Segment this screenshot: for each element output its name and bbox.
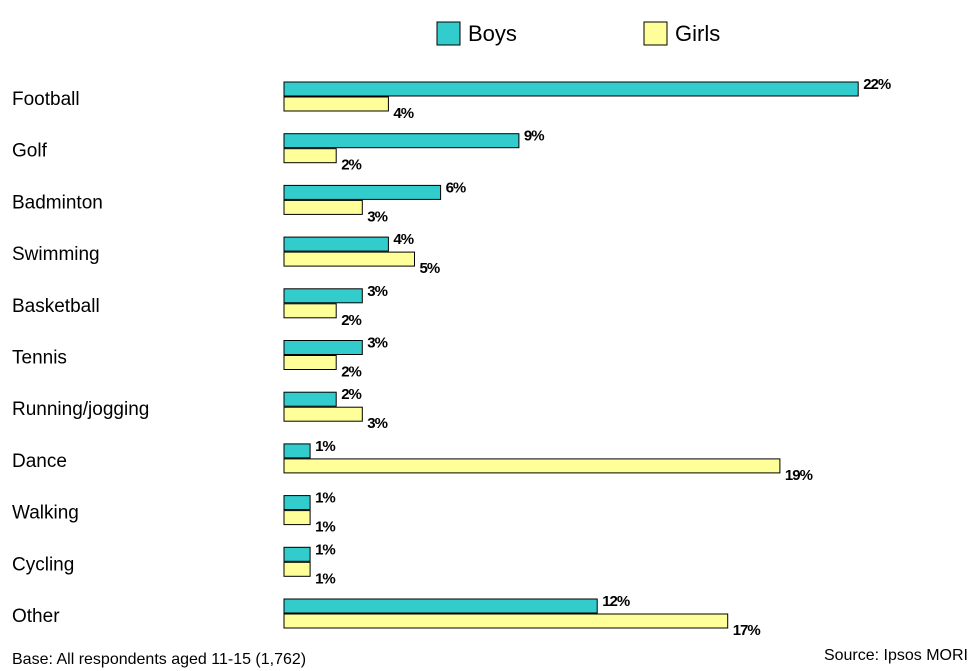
legend-label: Boys [468,21,517,46]
value-label: 2% [341,157,361,174]
category-label: Tennis [12,348,67,369]
value-label: 19% [785,467,813,484]
bar [283,561,311,577]
bar [283,458,781,474]
category-label: Running/jogging [12,399,149,420]
value-label: 6% [446,179,466,196]
category-label: Other [12,606,60,627]
bar [283,495,311,511]
value-label: 3% [367,415,387,432]
value-label: 1% [315,438,335,455]
legend-swatch [643,21,668,46]
value-label: 1% [315,541,335,558]
legend-swatch [436,21,461,46]
legend-label: Girls [675,21,720,46]
bar [283,340,363,355]
bar [283,96,389,112]
value-label: 4% [393,231,413,248]
bar [283,303,337,319]
bar [283,355,337,370]
bar [283,133,520,149]
value-label: 3% [367,283,387,300]
bar [283,443,311,459]
value-label: 2% [341,363,361,380]
value-label: 2% [341,386,361,403]
bar [283,148,337,164]
value-label: 3% [367,208,387,225]
bar [283,391,337,407]
value-label: 12% [602,593,630,610]
value-label: 1% [315,490,335,507]
category-label: Badminton [12,192,103,213]
category-label: Swimming [12,244,100,265]
value-label: 2% [341,312,361,329]
value-label: 3% [367,334,387,351]
value-label: 5% [420,260,440,277]
category-label: Cycling [12,554,74,575]
bar [283,598,598,614]
value-label: 1% [315,519,335,536]
category-label: Football [12,89,80,110]
value-label: 1% [315,570,335,587]
bar [283,184,442,200]
footnote: Base: All respondents aged 11-15 (1,762) [12,651,306,668]
category-label: Golf [12,141,48,162]
value-label: 4% [393,105,413,122]
source: Source: Ipsos MORI [824,647,968,664]
bar [283,613,729,629]
category-label: Walking [12,503,79,524]
bar [283,546,311,562]
bar [283,510,311,526]
bar [283,236,389,252]
value-label: 9% [524,128,544,145]
bar [283,288,363,304]
value-label: 17% [733,622,761,639]
bar [283,81,859,97]
bar [283,251,415,267]
bar [283,199,363,215]
category-label: Basketball [12,296,100,317]
value-label: 22% [863,76,891,93]
bar [283,406,363,422]
category-label: Dance [12,451,67,472]
